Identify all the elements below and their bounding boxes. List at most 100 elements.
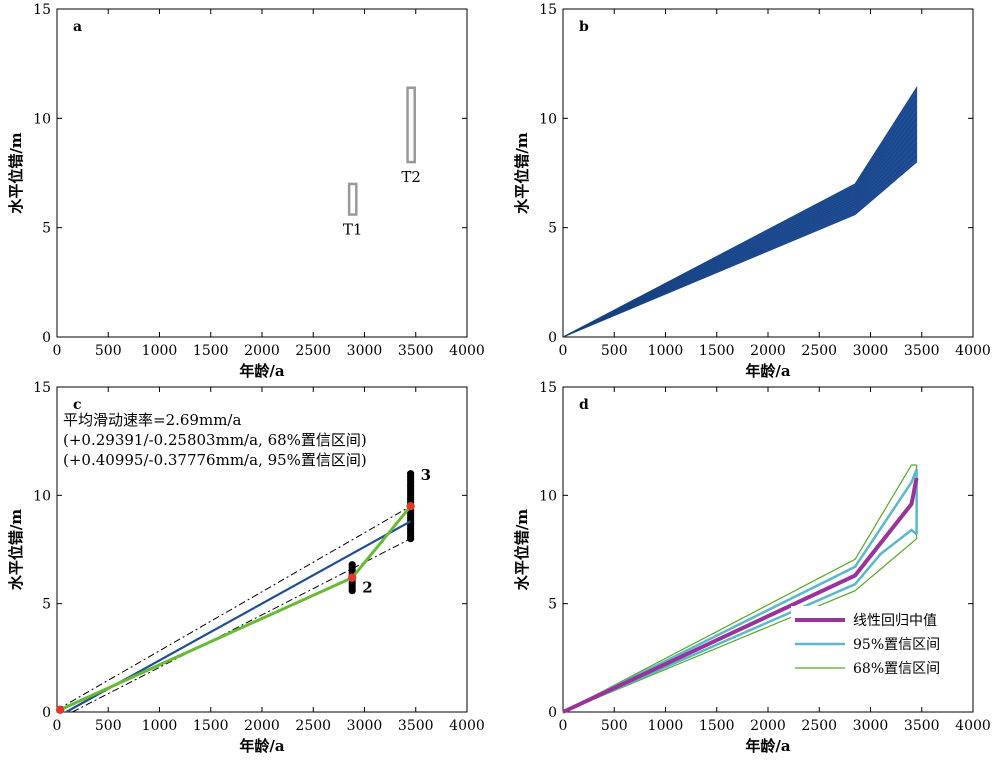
panel-c: c 0 500 1000 1500 2000 2500 3000 3500 4000 0 5 10 15 年… bbox=[7, 380, 485, 755]
x-tick-label: 4000 bbox=[955, 718, 991, 734]
x-tick-label: 3000 bbox=[347, 718, 383, 734]
slip-rate-annotation: (+0.40995/-0.37776mm/a, 95%置信区间) bbox=[63, 451, 367, 469]
x-axis-label: 年龄/a bbox=[745, 362, 790, 380]
x-tick-label: 3500 bbox=[398, 718, 434, 734]
displacement-path bbox=[562, 118, 917, 338]
displacement-path bbox=[562, 149, 917, 338]
y-tick-label: 10 bbox=[33, 488, 51, 504]
panel-letter: b bbox=[579, 19, 589, 35]
y-tick-label: 5 bbox=[42, 597, 51, 613]
mean-point bbox=[348, 573, 357, 582]
x-tick-label: 4000 bbox=[449, 718, 485, 734]
legend-label: 95%置信区间 bbox=[853, 637, 940, 653]
sample-point bbox=[407, 470, 415, 478]
point-label-3: 3 bbox=[421, 466, 431, 484]
y-tick-label: 0 bbox=[548, 330, 557, 346]
mean-point bbox=[406, 501, 415, 511]
panel-letter: d bbox=[579, 397, 589, 413]
panel-d: d 0 500 1000 1500 2000 2500 3000 3500 4000 0 5 10 15 年… bbox=[513, 380, 991, 755]
legend-label: 线性回归中值 bbox=[853, 612, 937, 629]
sample-point bbox=[348, 561, 356, 569]
y-axis-label: 水平位错/m bbox=[513, 509, 531, 590]
x-tick-label: 1000 bbox=[142, 718, 178, 734]
terrace-label-t1: T1 bbox=[343, 221, 363, 239]
panel-letter: c bbox=[73, 397, 82, 413]
confidence-line-upper bbox=[56, 505, 411, 711]
displacement-path bbox=[562, 124, 917, 338]
terrace-label-t2: T2 bbox=[401, 168, 421, 186]
x-tick-label: 3000 bbox=[347, 343, 383, 359]
displacement-path bbox=[562, 161, 917, 338]
x-tick-label: 500 bbox=[601, 343, 628, 359]
x-tick-label: 3500 bbox=[398, 343, 434, 359]
x-tick-label: 2500 bbox=[801, 343, 837, 359]
slip-rate-annotation: 平均滑动速率=2.69mm/a bbox=[63, 411, 241, 429]
series-line-lower bbox=[562, 528, 918, 714]
x-tick-label: 0 bbox=[53, 343, 62, 359]
plot-frame bbox=[562, 8, 974, 338]
slip-rate-annotation: (+0.29391/-0.25803mm/a, 68%置信区间) bbox=[63, 431, 367, 449]
x-tick-label: 3000 bbox=[853, 343, 889, 359]
series-line-median bbox=[562, 477, 919, 714]
x-tick-label: 2500 bbox=[801, 718, 837, 734]
x-tick-label: 2000 bbox=[750, 718, 786, 734]
displacement-path bbox=[562, 130, 917, 338]
legend-label: 68%置信区间 bbox=[853, 661, 940, 677]
x-tick-label: 1000 bbox=[142, 343, 178, 359]
panel-letter: a bbox=[73, 19, 82, 35]
x-axis-label: 年龄/a bbox=[239, 737, 284, 755]
y-tick-label: 10 bbox=[33, 111, 51, 127]
x-tick-label: 3000 bbox=[853, 718, 889, 734]
displacement-path bbox=[562, 143, 917, 338]
y-tick-label: 0 bbox=[42, 705, 51, 721]
x-tick-label: 0 bbox=[559, 718, 568, 734]
displacement-path bbox=[562, 93, 917, 338]
displacement-path bbox=[562, 112, 917, 338]
displacement-path bbox=[562, 155, 917, 338]
x-tick-label: 0 bbox=[559, 343, 568, 359]
displacement-path bbox=[562, 99, 917, 338]
x-tick-label: 1000 bbox=[648, 343, 684, 359]
x-tick-label: 2000 bbox=[750, 343, 786, 359]
x-tick-label: 2500 bbox=[295, 718, 331, 734]
series-line-lower bbox=[562, 538, 917, 713]
terrace-box-t2 bbox=[406, 86, 416, 164]
y-tick-label: 0 bbox=[42, 330, 51, 346]
x-tick-label: 1500 bbox=[699, 343, 735, 359]
terrace-box-t1 bbox=[347, 182, 358, 216]
point-label-2: 2 bbox=[362, 579, 372, 597]
displacement-envelope bbox=[562, 86, 918, 338]
mean-point bbox=[55, 705, 65, 715]
y-axis-label: 水平位错/m bbox=[7, 132, 25, 213]
x-tick-label: 4000 bbox=[449, 343, 485, 359]
y-tick-label: 10 bbox=[539, 488, 557, 504]
y-tick-label: 15 bbox=[33, 380, 51, 396]
y-tick-label: 15 bbox=[539, 2, 557, 18]
confidence-line-lower bbox=[72, 538, 411, 713]
y-tick-label: 5 bbox=[548, 597, 557, 613]
y-tick-label: 10 bbox=[539, 111, 557, 127]
x-tick-label: 500 bbox=[95, 718, 122, 734]
panel-a: a 0 500 1000 1500 2000 2500 3000 3500 4000 0 5 10 15 年… bbox=[7, 2, 485, 380]
panel-b: b 0 500 1000 1500 2000 2500 3000 3500 4000 0 5 10 15 年… bbox=[513, 2, 991, 380]
series-line-upper bbox=[562, 464, 917, 713]
y-tick-label: 15 bbox=[539, 380, 557, 396]
y-tick-label: 15 bbox=[33, 2, 51, 18]
displacement-path bbox=[562, 87, 917, 338]
x-tick-label: 1000 bbox=[648, 718, 684, 734]
y-tick-label: 5 bbox=[548, 221, 557, 237]
x-tick-label: 1500 bbox=[699, 718, 735, 734]
x-tick-label: 500 bbox=[601, 718, 628, 734]
x-tick-label: 2000 bbox=[244, 343, 280, 359]
y-axis-label: 水平位错/m bbox=[7, 509, 25, 590]
x-tick-label: 4000 bbox=[955, 343, 991, 359]
x-tick-label: 2500 bbox=[295, 343, 331, 359]
y-tick-label: 5 bbox=[42, 221, 51, 237]
legend: 线性回归中值 95%置信区间 68%置信区间 bbox=[791, 606, 967, 690]
x-tick-label: 500 bbox=[95, 343, 122, 359]
x-tick-label: 2000 bbox=[244, 718, 280, 734]
displacement-path bbox=[562, 106, 917, 338]
x-tick-label: 3500 bbox=[904, 343, 940, 359]
x-tick-label: 3500 bbox=[904, 718, 940, 734]
